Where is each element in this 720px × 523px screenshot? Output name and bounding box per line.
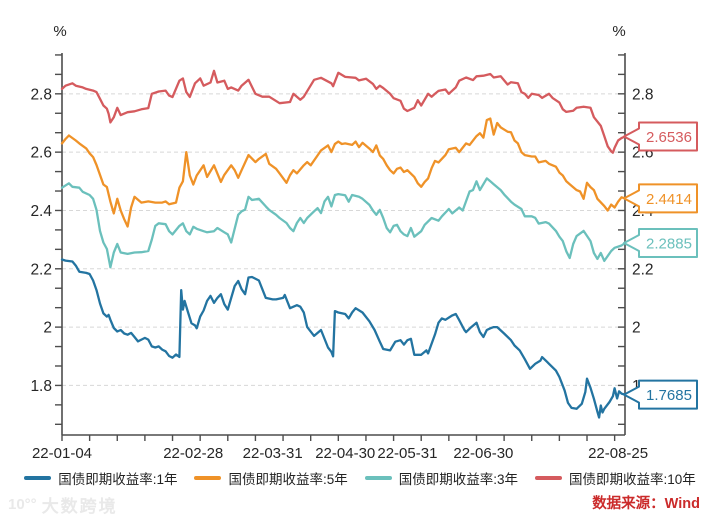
legend-swatch-5y-icon [194,476,222,480]
series-line-2.4414 [60,117,627,228]
x-axis-label: 22-08-25 [588,445,648,462]
legend-swatch-1y-icon [24,476,52,480]
y-axis-label-right: 2.8 [632,86,654,103]
x-axis-label: 22-02-28 [163,445,223,462]
legend-label-10y: 国债即期收益率:10年 [569,472,696,487]
value-callout-box [623,121,698,152]
legend-item-5y[interactable]: 国债即期收益率:5年 [194,468,348,488]
y-axis-label-left: 2.4 [30,203,52,220]
y-axis-label-left: 2 [43,320,52,337]
legend-label-3y: 国债即期收益率:3年 [398,472,518,487]
x-axis-label: 22-01-04 [32,445,92,462]
legend-item-10y[interactable]: 国债即期收益率:10年 [535,468,696,488]
watermark: 10°° 大数跨境 [8,492,118,517]
x-axis-label: 22-03-31 [243,445,303,462]
watermark-text: 大数跨境 [41,497,118,516]
data-source-note: 数据来源：Wind [592,496,700,512]
x-axis-label: 22-06-30 [453,445,513,462]
legend-label-1y: 国债即期收益率:1年 [58,472,178,487]
value-callout-box [623,227,698,258]
value-callout-text: 1.7685 [646,387,692,404]
x-axis-label: 22-04-30 [315,445,375,462]
legend-label-5y: 国债即期收益率:5年 [228,472,348,487]
unit-label-right: % [612,23,625,40]
y-axis-label-left: 2.6 [30,145,52,162]
y-axis-label-left: 2.2 [30,261,52,278]
unit-label-left: % [53,23,66,40]
legend-item-1y[interactable]: 国债即期收益率:1年 [24,468,177,488]
value-callout-text: 2.2885 [646,235,692,252]
y-axis-label-right: 2 [632,320,641,337]
y-axis-label-left: 1.8 [30,378,52,395]
legend-swatch-10y-icon [535,476,562,480]
value-callout-text: 2.6536 [646,129,692,146]
legend-swatch-3y-icon [364,476,392,480]
legend-item-3y[interactable]: 国债即期收益率:3年 [364,468,518,488]
legend: 国债即期收益率:1年 国债即期收益率:5年 国债即期收益率:3年 国债即期收益率… [0,468,720,488]
watermark-logo-icon: 10°° [8,496,37,513]
value-callout-box [623,379,698,410]
y-axis-label-left: 2.8 [30,86,52,103]
series-line-2.6536 [60,69,627,154]
series-line-1.7685 [60,258,627,419]
series-line-2.2885 [60,177,627,269]
y-axis-label-right: 2.2 [632,261,654,278]
value-callout-text: 2.4414 [646,191,692,208]
value-callout-box [623,183,698,214]
x-axis-label: 22-05-31 [377,445,437,462]
